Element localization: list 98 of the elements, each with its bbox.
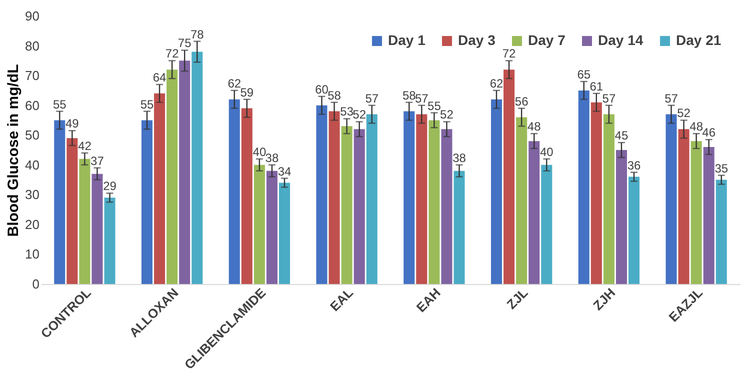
data-label: 49	[65, 116, 80, 131]
data-label: 58	[328, 88, 342, 102]
y-tick-label: 10	[25, 246, 40, 262]
y-tick-label: 90	[25, 8, 40, 24]
legend-label: Day 7	[528, 32, 566, 48]
data-label: 55	[428, 98, 442, 113]
bar	[441, 129, 452, 284]
data-label: 75	[178, 36, 192, 50]
bar	[666, 114, 677, 284]
legend-label: Day 3	[458, 32, 496, 48]
bar	[703, 147, 714, 284]
legend-label: Day 21	[676, 32, 722, 48]
data-label: 57	[664, 91, 678, 106]
y-tick-label: 0	[32, 276, 40, 292]
bar	[92, 174, 103, 284]
bar	[278, 182, 290, 284]
data-label: 57	[602, 91, 616, 106]
data-label: 35	[714, 161, 728, 176]
bar	[354, 129, 365, 284]
bar	[66, 138, 78, 284]
y-tick-label: 40	[25, 157, 40, 172]
data-label: 65	[577, 68, 591, 82]
data-label: 34	[278, 164, 292, 178]
bar	[428, 120, 440, 284]
data-label: 38	[452, 150, 466, 165]
legend-label: Day 1	[388, 32, 426, 48]
data-label: 62	[490, 76, 504, 90]
data-label: 45	[614, 128, 628, 143]
bar	[228, 99, 240, 284]
bar	[590, 102, 602, 284]
data-label: 61	[590, 79, 604, 94]
data-label: 55	[52, 97, 67, 112]
y-tick-label: 60	[25, 98, 40, 113]
data-label: 55	[140, 97, 154, 112]
data-label: 72	[502, 46, 516, 61]
bar	[79, 158, 90, 284]
bar	[416, 114, 428, 284]
data-label: 42	[78, 138, 92, 153]
bar	[328, 111, 340, 284]
bar	[716, 180, 727, 284]
bar	[254, 164, 265, 284]
y-axis-title: Blood Glucose in mg/dL	[5, 64, 22, 237]
bar	[266, 170, 278, 284]
bar	[154, 93, 166, 284]
data-label: 64	[152, 70, 167, 84]
data-label: 57	[365, 91, 379, 106]
bar	[504, 70, 515, 284]
x-tick-label: EAL	[327, 285, 356, 314]
y-tick-label: 50	[25, 128, 40, 143]
data-label: 48	[527, 120, 542, 134]
y-tick-label: 70	[25, 68, 40, 84]
bar	[141, 120, 153, 284]
data-label: 52	[440, 108, 454, 122]
data-label: 60	[315, 82, 329, 96]
data-label: 57	[414, 91, 429, 106]
bar	[179, 60, 190, 284]
data-label: 52	[352, 108, 366, 122]
data-label: 72	[165, 46, 180, 61]
data-label: 48	[690, 120, 704, 134]
data-label: 40	[252, 144, 266, 159]
bar	[541, 164, 552, 284]
bar	[454, 170, 465, 284]
data-label: 58	[402, 88, 416, 102]
data-label: 78	[190, 27, 204, 42]
bar	[678, 129, 690, 284]
y-tick-label: 80	[25, 38, 40, 54]
data-label: 62	[228, 76, 242, 90]
bar	[690, 141, 702, 284]
bar	[628, 176, 640, 284]
bar	[603, 114, 614, 284]
data-label: 56	[514, 94, 529, 108]
bar	[404, 111, 415, 284]
data-label: 59	[240, 85, 254, 100]
bar	[166, 70, 178, 284]
bar	[192, 52, 203, 284]
legend-label: Day 14	[598, 32, 644, 48]
data-label: 52	[677, 106, 691, 120]
bar	[316, 105, 328, 284]
data-label: 38	[265, 150, 279, 165]
data-label: 40	[540, 144, 554, 159]
bar	[516, 117, 528, 284]
bar	[241, 108, 252, 284]
y-tick-label: 30	[25, 187, 40, 202]
y-tick-label: 20	[25, 216, 40, 232]
data-label: 36	[627, 158, 641, 172]
data-label: 37	[90, 154, 104, 168]
bar	[54, 120, 66, 284]
bar	[341, 126, 352, 284]
data-label: 29	[103, 179, 117, 194]
bar	[528, 141, 540, 284]
bar	[366, 114, 378, 284]
bar	[490, 99, 502, 284]
data-label: 46	[702, 126, 716, 140]
bar	[616, 150, 627, 284]
bar	[578, 90, 590, 284]
data-label: 53	[340, 104, 354, 119]
x-tick-label: ZJL	[504, 285, 531, 312]
bar	[104, 198, 116, 284]
